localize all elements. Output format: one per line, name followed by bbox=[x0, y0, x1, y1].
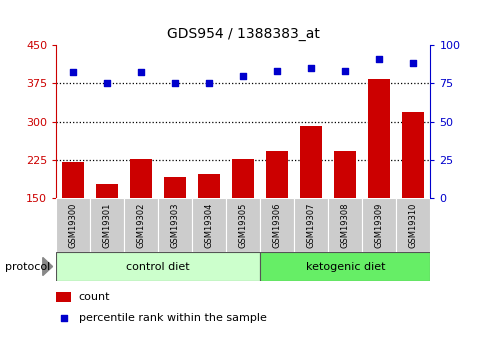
Text: GSM19306: GSM19306 bbox=[272, 203, 281, 248]
Text: GSM19308: GSM19308 bbox=[340, 203, 349, 248]
Bar bbox=[395, 198, 429, 252]
Text: GSM19301: GSM19301 bbox=[102, 203, 112, 248]
Bar bbox=[56, 252, 260, 281]
Bar bbox=[232, 159, 254, 198]
Text: GSM19302: GSM19302 bbox=[137, 203, 145, 248]
Text: GSM19310: GSM19310 bbox=[408, 203, 417, 248]
Bar bbox=[334, 151, 356, 198]
Bar bbox=[56, 198, 90, 252]
Point bbox=[375, 56, 383, 61]
Bar bbox=[96, 184, 118, 198]
Point bbox=[205, 80, 213, 86]
Bar bbox=[402, 112, 424, 198]
Point bbox=[239, 73, 246, 78]
Bar bbox=[265, 151, 288, 198]
Bar bbox=[130, 159, 152, 198]
Bar bbox=[124, 198, 158, 252]
Point bbox=[137, 70, 145, 75]
Bar bbox=[62, 161, 84, 198]
Text: count: count bbox=[79, 292, 110, 302]
Bar bbox=[226, 198, 260, 252]
Point bbox=[307, 65, 315, 71]
Bar bbox=[260, 252, 429, 281]
Bar bbox=[367, 79, 389, 198]
Bar bbox=[164, 177, 186, 198]
Text: protocol: protocol bbox=[5, 262, 50, 272]
Point bbox=[69, 70, 77, 75]
Bar bbox=[198, 174, 220, 198]
Bar bbox=[158, 198, 192, 252]
Point bbox=[408, 60, 416, 66]
Bar bbox=[90, 198, 124, 252]
Bar bbox=[362, 198, 395, 252]
Polygon shape bbox=[43, 257, 53, 276]
Text: GSM19303: GSM19303 bbox=[170, 203, 180, 248]
Text: GSM19300: GSM19300 bbox=[69, 203, 78, 248]
Text: GSM19309: GSM19309 bbox=[374, 203, 383, 248]
Point bbox=[273, 68, 281, 74]
Bar bbox=[300, 126, 322, 198]
Bar bbox=[56, 292, 71, 302]
Title: GDS954 / 1388383_at: GDS954 / 1388383_at bbox=[166, 27, 319, 41]
Point bbox=[103, 80, 111, 86]
Point bbox=[171, 80, 179, 86]
Bar bbox=[192, 198, 226, 252]
Text: percentile rank within the sample: percentile rank within the sample bbox=[79, 313, 266, 323]
Point bbox=[60, 315, 67, 321]
Bar bbox=[260, 198, 294, 252]
Text: GSM19304: GSM19304 bbox=[204, 203, 213, 248]
Text: GSM19305: GSM19305 bbox=[238, 203, 247, 248]
Bar bbox=[327, 198, 362, 252]
Text: control diet: control diet bbox=[126, 262, 190, 272]
Text: GSM19307: GSM19307 bbox=[306, 203, 315, 248]
Point bbox=[341, 68, 348, 74]
Bar bbox=[294, 198, 327, 252]
Text: ketogenic diet: ketogenic diet bbox=[305, 262, 384, 272]
